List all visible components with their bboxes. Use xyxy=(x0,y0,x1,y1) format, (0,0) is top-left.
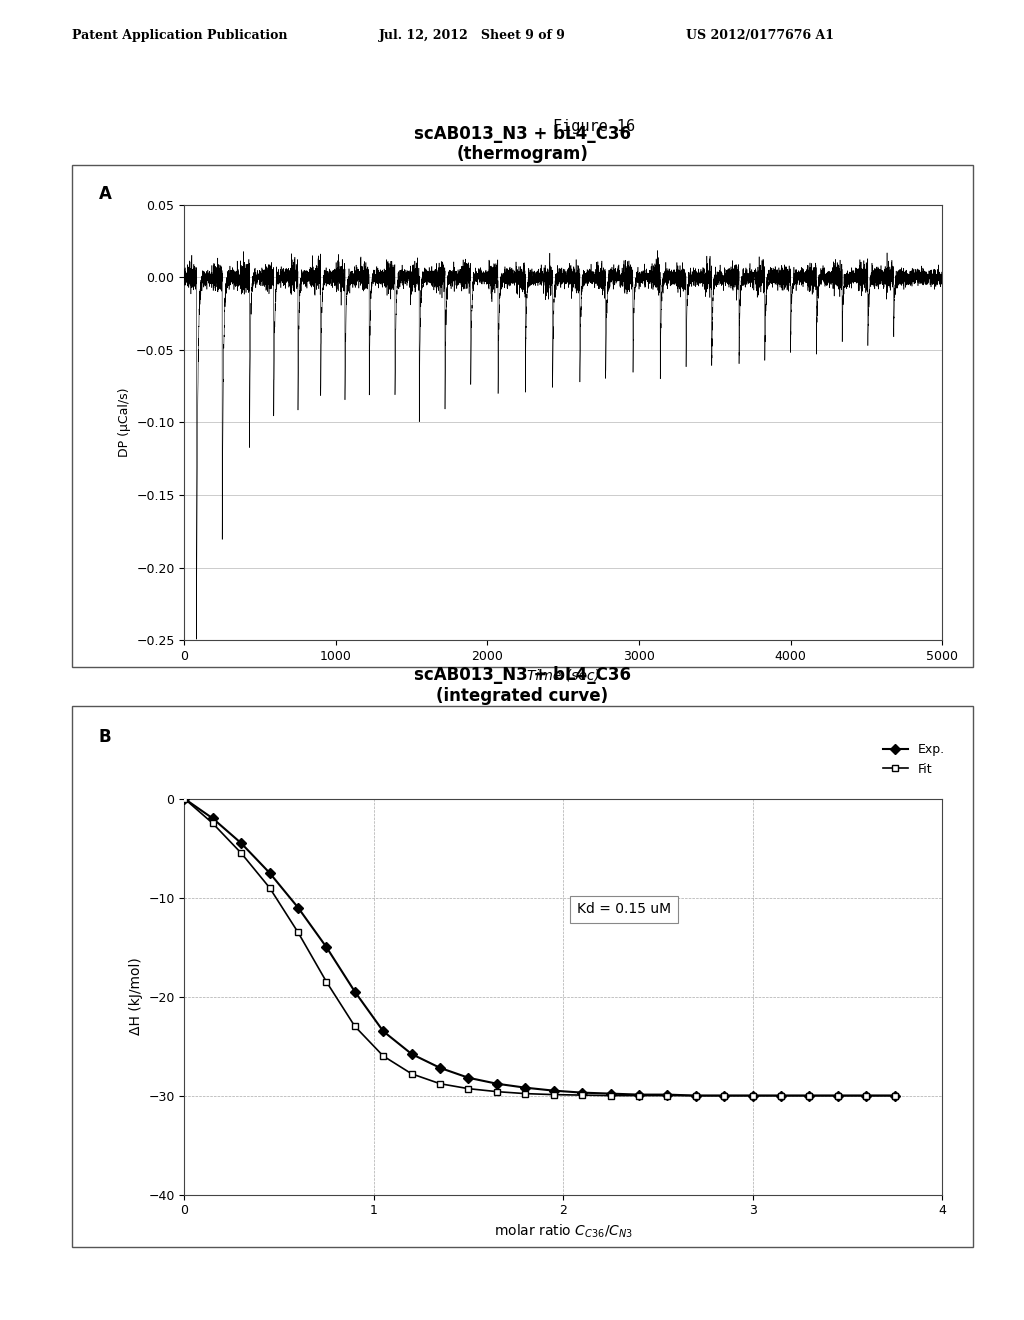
X-axis label: Time (sec): Time (sec) xyxy=(526,668,600,682)
Text: Figure 16: Figure 16 xyxy=(553,119,635,133)
Text: B: B xyxy=(98,727,112,746)
Text: Kd = 0.15 uM: Kd = 0.15 uM xyxy=(577,903,671,916)
Text: US 2012/0177676 A1: US 2012/0177676 A1 xyxy=(686,29,835,42)
Y-axis label: ΔH (kJ/mol): ΔH (kJ/mol) xyxy=(129,958,142,1035)
Title: scAB013_N3 + bL4_C36
(integrated curve): scAB013_N3 + bL4_C36 (integrated curve) xyxy=(414,665,631,705)
Text: Patent Application Publication: Patent Application Publication xyxy=(72,29,287,42)
Y-axis label: DP (μCal/s): DP (μCal/s) xyxy=(118,388,130,457)
Title: scAB013_N3 + bL4_C36
(thermogram): scAB013_N3 + bL4_C36 (thermogram) xyxy=(414,124,631,164)
X-axis label: molar ratio $\mathit{C_{C36}/C_{N3}}$: molar ratio $\mathit{C_{C36}/C_{N3}}$ xyxy=(494,1222,633,1241)
Text: Jul. 12, 2012   Sheet 9 of 9: Jul. 12, 2012 Sheet 9 of 9 xyxy=(379,29,565,42)
Legend: Exp., Fit: Exp., Fit xyxy=(879,739,948,779)
Text: A: A xyxy=(98,185,112,203)
